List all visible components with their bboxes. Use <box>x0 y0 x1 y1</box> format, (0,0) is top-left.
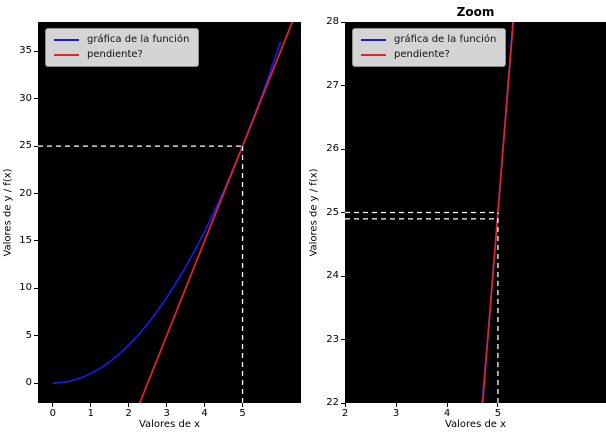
x-tick-label: 5 <box>239 408 246 419</box>
series-line <box>481 22 514 403</box>
legend-entry-funcion: gráfica de la función <box>54 34 189 46</box>
legend-label-pendiente: pendiente? <box>87 49 143 60</box>
x-tick-label: 5 <box>494 408 502 419</box>
y-tick-mark <box>341 85 345 86</box>
y-tick-mark <box>341 275 345 277</box>
y-tick-label: 23 <box>326 333 339 345</box>
x-tick-label: 2 <box>341 408 349 419</box>
x-axis-label-main: Valores de x <box>138 419 201 430</box>
y-tick-mark <box>34 287 38 289</box>
x-tick-mark <box>52 403 54 407</box>
y-tick-mark <box>341 212 345 213</box>
plot-area-zoom <box>345 22 606 403</box>
y-tick-label: 22 <box>326 397 339 408</box>
y-tick-label: 10 <box>19 282 32 294</box>
y-tick-label: 5 <box>25 329 32 341</box>
x-tick-mark <box>395 403 397 407</box>
x-tick-label: 0 <box>49 408 56 419</box>
y-tick-mark <box>34 193 38 194</box>
y-tick-label: 25 <box>19 140 32 152</box>
y-tick-mark <box>341 21 345 23</box>
y-tick-mark <box>34 335 38 337</box>
plot-title-zoom: Zoom <box>456 5 495 19</box>
y-tick-mark <box>341 402 345 404</box>
x-tick-mark <box>204 403 206 407</box>
y-tick-label: 24 <box>326 270 339 281</box>
x-tick-label: 3 <box>163 408 170 419</box>
x-tick-mark <box>497 403 499 407</box>
x-tick-label: 4 <box>201 408 208 419</box>
series-line <box>52 41 282 384</box>
plot-area-main <box>38 22 301 403</box>
legend-label-funcion: gráfica de la función <box>87 34 190 45</box>
x-tick-label: 1 <box>87 408 94 419</box>
y-tick-mark <box>341 339 345 340</box>
y-tick-mark <box>34 98 38 100</box>
y-tick-mark <box>34 240 38 242</box>
x-tick-label: 3 <box>392 408 400 419</box>
legend-zoom: gráfica de la función pendiente? <box>352 28 507 67</box>
plot-canvas-main <box>38 22 294 403</box>
legend-label-funcion: gráfica de la función <box>394 34 497 45</box>
legend-entry-pendiente: pendiente? <box>361 49 496 61</box>
y-tick-label: 20 <box>19 187 32 199</box>
y-tick-mark <box>34 145 38 147</box>
legend-entry-pendiente: pendiente? <box>54 49 189 61</box>
y-tick-label: 0 <box>25 377 32 389</box>
y-tick-mark <box>34 382 38 384</box>
y-tick-label: 35 <box>19 45 32 57</box>
legend-line-sample-pendiente <box>54 54 79 56</box>
x-tick-label: 4 <box>443 408 451 419</box>
x-tick-mark <box>344 403 346 407</box>
x-tick-label: 2 <box>125 408 132 419</box>
x-tick-mark <box>242 403 244 407</box>
legend-main: gráfica de la función pendiente? <box>45 28 200 67</box>
legend-line-sample-funcion <box>361 39 386 41</box>
y-tick-label: 26 <box>326 143 339 154</box>
y-axis-label-main-wrap: Valores de y / f(x) <box>1 22 15 403</box>
y-tick-label: 27 <box>326 79 339 91</box>
legend-label-pendiente: pendiente? <box>394 49 450 60</box>
y-tick-label: 15 <box>19 234 32 246</box>
y-tick-label: 28 <box>326 16 339 27</box>
x-tick-mark <box>166 403 168 407</box>
y-tick-label: 25 <box>326 206 339 218</box>
y-tick-mark <box>34 50 38 52</box>
legend-line-sample-pendiente <box>361 54 386 56</box>
x-tick-mark <box>446 403 448 407</box>
plot-canvas-zoom <box>345 22 515 403</box>
series-line <box>138 22 294 403</box>
x-tick-mark <box>128 403 130 407</box>
legend-line-sample-funcion <box>54 39 79 41</box>
legend-entry-funcion: gráfica de la función <box>361 34 496 46</box>
x-tick-mark <box>90 403 92 407</box>
x-axis-label-zoom: Valores de x <box>444 419 507 430</box>
y-tick-label: 30 <box>19 92 32 104</box>
y-tick-mark <box>341 148 345 150</box>
